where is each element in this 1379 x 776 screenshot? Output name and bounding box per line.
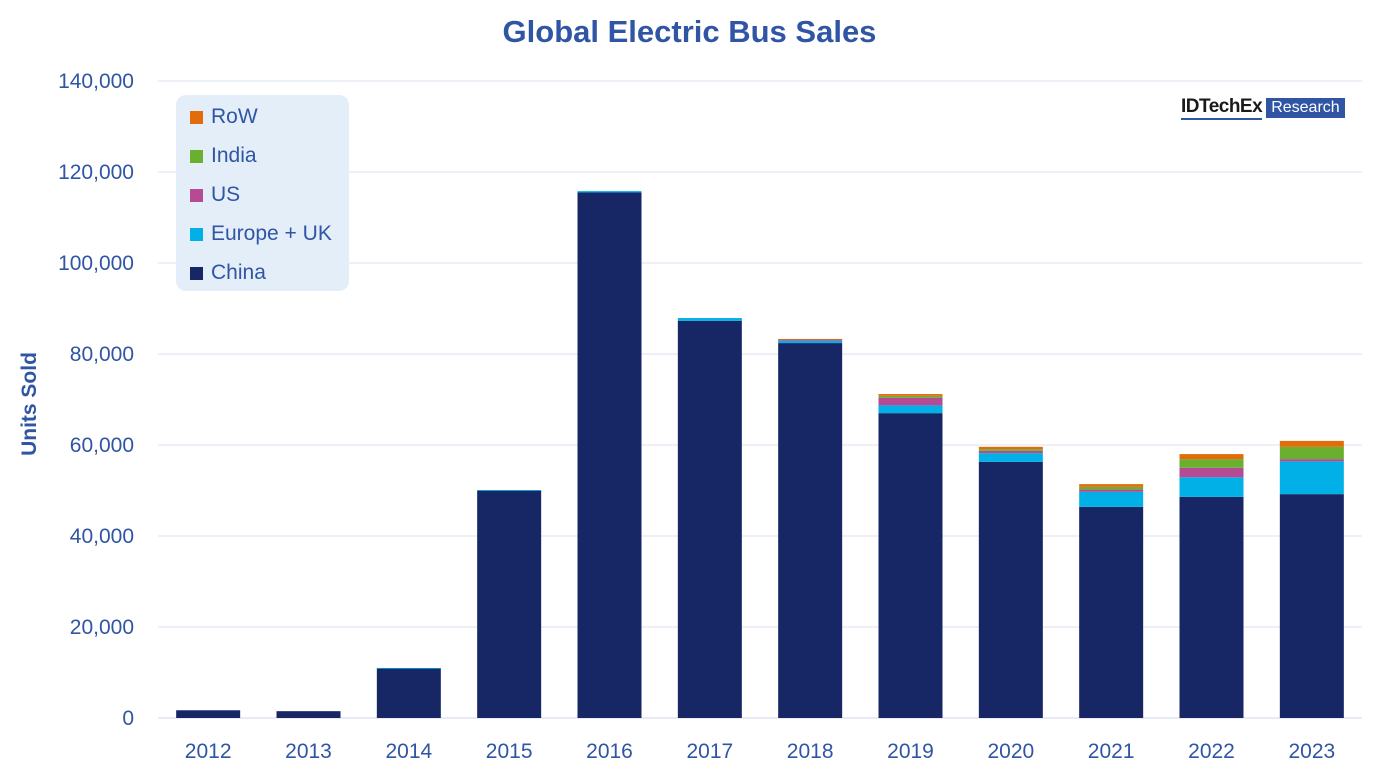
y-tick-label: 40,000 [70,525,134,548]
bar-segment-us-2022 [1179,467,1244,478]
y-tick-label: 80,000 [70,343,134,366]
legend-swatch [190,110,203,124]
bar-segment-europe-uk-2019 [878,405,943,414]
y-tick-label: 140,000 [58,70,134,93]
bar-segment-india-2023 [1279,446,1344,460]
x-tick-label: 2017 [686,740,733,763]
bar-segment-us-2018 [778,339,843,341]
legend: RoW India US Europe + UK China [176,95,349,291]
bar-segment-india-2021 [1079,486,1144,490]
bar-segment-row-2023 [1279,440,1344,447]
bar-segment-us-2023 [1279,459,1344,462]
x-tick-label: 2019 [887,740,934,763]
x-tick-label: 2014 [385,740,432,763]
x-tick-label: 2015 [486,740,533,763]
legend-item: India [190,144,257,168]
bar-segment-europe-uk-2023 [1279,461,1344,495]
y-tick-label: 60,000 [70,434,134,457]
idtechex-logo: IDTechEx Research [1181,96,1345,120]
x-tick-label: 2012 [185,740,232,763]
legend-item: US [190,183,240,207]
bar-segment-india-2020 [978,449,1043,451]
legend-label: RoW [211,105,258,128]
x-tick-label: 2023 [1288,740,1335,763]
logo-text: IDTechEx [1181,96,1263,120]
x-tick-label: 2022 [1188,740,1235,763]
bar-segment-china-2021 [1079,506,1144,718]
legend-item: China [190,261,266,285]
bar-segment-china-2015 [477,490,542,718]
bar-segment-europe-uk-2022 [1179,477,1244,497]
bar-segment-europe-uk-2021 [1079,491,1144,507]
bar-segment-row-2022 [1179,454,1244,460]
bar-segment-europe-uk-2015 [477,490,542,491]
bar-segment-europe-uk-2016 [577,191,642,193]
y-tick-label: 120,000 [58,161,134,184]
bar-segment-china-2013 [276,711,341,718]
bar-segment-row-2020 [978,446,1043,450]
chart-title: Global Electric Bus Sales [502,14,877,49]
bar-segment-us-2019 [878,397,943,406]
y-tick-label: 20,000 [70,616,134,639]
bar-segment-china-2017 [677,320,742,718]
bar-segment-europe-uk-2014 [376,667,441,669]
bar-segment-row-2018 [778,338,843,340]
bar-segment-row-2019 [878,394,943,396]
bar-segment-europe-uk-2017 [677,318,742,321]
bar-segment-europe-uk-2018 [778,340,843,344]
bar-segment-india-2019 [878,395,943,398]
x-tick-label: 2018 [787,740,834,763]
logo-tag: Research [1266,98,1345,118]
bar-segment-china-2019 [878,413,943,718]
bar-segment-china-2023 [1279,494,1344,718]
legend-swatch [190,266,203,280]
bar-segment-china-2014 [376,668,441,718]
bar-segment-china-2012 [176,710,241,718]
legend-swatch [190,227,203,241]
y-tick-label: 0 [122,707,134,730]
legend-label: China [211,261,266,284]
legend-label: US [211,183,241,206]
legend-label: India [211,144,257,167]
bar-segment-china-2016 [577,192,642,719]
bar-segment-us-2020 [978,450,1043,454]
y-tick-label: 100,000 [58,252,134,275]
bar-segment-us-2021 [1079,489,1144,492]
bar-segment-china-2018 [778,343,843,718]
bar-segment-china-2020 [978,461,1043,718]
bar-segment-europe-uk-2020 [978,453,1043,462]
x-tick-label: 2020 [987,740,1034,763]
legend-item: Europe + UK [190,222,332,246]
x-tick-label: 2016 [586,740,633,763]
legend-label: Europe + UK [211,222,332,245]
legend-item: RoW [190,105,258,129]
x-tick-label: 2013 [285,740,332,763]
bar-segment-china-2022 [1179,496,1244,718]
bar-segment-india-2022 [1179,459,1244,468]
x-tick-label: 2021 [1088,740,1135,763]
legend-swatch [190,149,203,163]
legend-swatch [190,188,203,202]
bar-segment-row-2021 [1079,484,1144,487]
